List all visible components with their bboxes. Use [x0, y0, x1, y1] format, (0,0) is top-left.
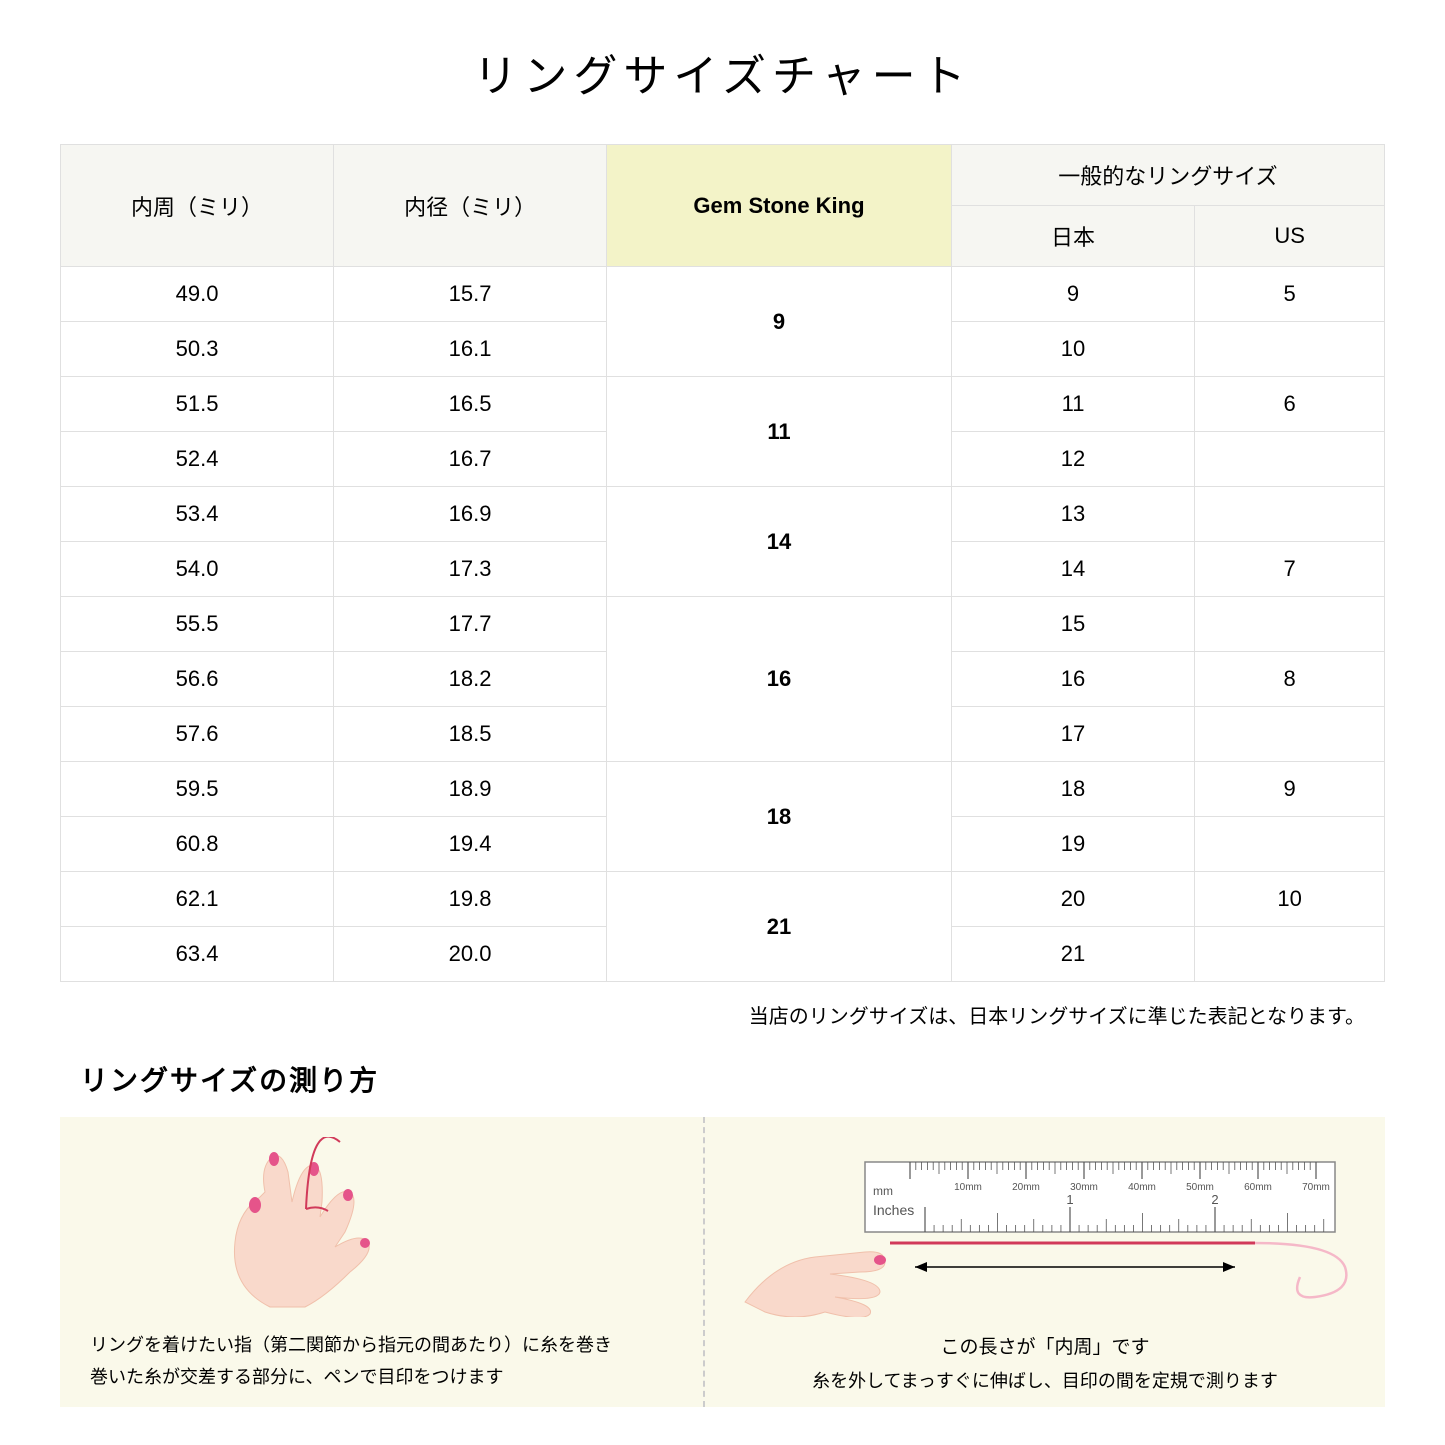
cell-diameter: 18.5	[334, 707, 607, 762]
cell-gsk: 16	[607, 597, 952, 762]
cell-us	[1195, 322, 1385, 377]
cell-us: 10	[1195, 872, 1385, 927]
cell-jp: 12	[951, 432, 1194, 487]
svg-text:10mm: 10mm	[954, 1182, 982, 1193]
table-row: 55.517.71615	[61, 597, 1385, 652]
cell-circumference: 60.8	[61, 817, 334, 872]
cell-circumference: 53.4	[61, 487, 334, 542]
cell-us: 7	[1195, 542, 1385, 597]
measure-label: この長さが「内周」です	[735, 1332, 1355, 1359]
cell-circumference: 50.3	[61, 322, 334, 377]
cell-jp: 21	[951, 927, 1194, 982]
cell-jp: 9	[951, 267, 1194, 322]
cell-us: 5	[1195, 267, 1385, 322]
cell-diameter: 16.7	[334, 432, 607, 487]
cell-circumference: 62.1	[61, 872, 334, 927]
table-row: 49.015.7995	[61, 267, 1385, 322]
cell-jp: 13	[951, 487, 1194, 542]
cell-jp: 14	[951, 542, 1194, 597]
cell-us	[1195, 487, 1385, 542]
cell-jp: 19	[951, 817, 1194, 872]
header-diameter: 内径（ミリ）	[334, 145, 607, 267]
cell-gsk: 14	[607, 487, 952, 597]
svg-text:40mm: 40mm	[1128, 1182, 1156, 1193]
cell-us	[1195, 817, 1385, 872]
cell-gsk: 18	[607, 762, 952, 872]
header-gsk: Gem Stone King	[607, 145, 952, 267]
cell-us	[1195, 597, 1385, 652]
cell-jp: 16	[951, 652, 1194, 707]
cell-us	[1195, 927, 1385, 982]
cell-diameter: 18.9	[334, 762, 607, 817]
svg-text:60mm: 60mm	[1244, 1182, 1272, 1193]
cell-gsk: 9	[607, 267, 952, 377]
header-us: US	[1195, 206, 1385, 267]
svg-text:70mm: 70mm	[1302, 1182, 1330, 1193]
cell-jp: 11	[951, 377, 1194, 432]
cell-circumference: 52.4	[61, 432, 334, 487]
cell-circumference: 63.4	[61, 927, 334, 982]
page-title: リングサイズチャート	[60, 40, 1385, 104]
cell-gsk: 11	[607, 377, 952, 487]
step1-caption: リングを着けたい指（第二関節から指元の間あたり）に糸を巻き巻いた糸が交差する部分…	[90, 1329, 673, 1394]
cell-jp: 17	[951, 707, 1194, 762]
size-chart-table: 内周（ミリ） 内径（ミリ） Gem Stone King 一般的なリングサイズ …	[60, 144, 1385, 982]
cell-jp: 18	[951, 762, 1194, 817]
howto-step-2: mm Inches 10mm 20mm 30mm 40mm 50mm 60mm 70mm 1…	[705, 1117, 1385, 1407]
cell-diameter: 17.7	[334, 597, 607, 652]
cell-us: 6	[1195, 377, 1385, 432]
header-circumference: 内周（ミリ）	[61, 145, 334, 267]
table-note: 当店のリングサイズは、日本リングサイズに準じた表記となります。	[60, 1000, 1365, 1029]
cell-gsk: 21	[607, 872, 952, 982]
cell-circumference: 49.0	[61, 267, 334, 322]
howto-section: リングを着けたい指（第二関節から指元の間あたり）に糸を巻き巻いた糸が交差する部分…	[60, 1117, 1385, 1407]
cell-us: 9	[1195, 762, 1385, 817]
howto-step-1: リングを着けたい指（第二関節から指元の間あたり）に糸を巻き巻いた糸が交差する部分…	[60, 1117, 703, 1407]
ruler-illustration: mm Inches 10mm 20mm 30mm 40mm 50mm 60mm 70mm 1…	[735, 1157, 1355, 1317]
cell-diameter: 19.4	[334, 817, 607, 872]
table-row: 59.518.918189	[61, 762, 1385, 817]
cell-diameter: 17.3	[334, 542, 607, 597]
cell-diameter: 16.1	[334, 322, 607, 377]
cell-us	[1195, 707, 1385, 762]
cell-diameter: 19.8	[334, 872, 607, 927]
table-row: 53.416.91413	[61, 487, 1385, 542]
howto-title: リングサイズの測り方	[80, 1059, 1385, 1099]
cell-us	[1195, 432, 1385, 487]
header-jp: 日本	[951, 206, 1194, 267]
cell-circumference: 51.5	[61, 377, 334, 432]
svg-text:30mm: 30mm	[1070, 1182, 1098, 1193]
ruler-mm-label: mm	[873, 1184, 893, 1198]
svg-text:1: 1	[1066, 1192, 1073, 1207]
svg-text:2: 2	[1211, 1192, 1218, 1207]
step2-caption: 糸を外してまっすぐに伸ばし、目印の間を定規で測ります	[735, 1367, 1355, 1393]
cell-diameter: 20.0	[334, 927, 607, 982]
cell-diameter: 18.2	[334, 652, 607, 707]
header-common: 一般的なリングサイズ	[951, 145, 1384, 206]
cell-jp: 20	[951, 872, 1194, 927]
cell-diameter: 15.7	[334, 267, 607, 322]
cell-diameter: 16.9	[334, 487, 607, 542]
hand-wrap-illustration	[90, 1137, 470, 1317]
cell-jp: 15	[951, 597, 1194, 652]
table-row: 51.516.511116	[61, 377, 1385, 432]
cell-us: 8	[1195, 652, 1385, 707]
ruler-inches-label: Inches	[873, 1202, 914, 1218]
cell-circumference: 59.5	[61, 762, 334, 817]
cell-circumference: 56.6	[61, 652, 334, 707]
svg-text:20mm: 20mm	[1012, 1182, 1040, 1193]
svg-text:50mm: 50mm	[1186, 1182, 1214, 1193]
cell-circumference: 57.6	[61, 707, 334, 762]
cell-circumference: 55.5	[61, 597, 334, 652]
cell-circumference: 54.0	[61, 542, 334, 597]
table-row: 62.119.8212010	[61, 872, 1385, 927]
cell-jp: 10	[951, 322, 1194, 377]
cell-diameter: 16.5	[334, 377, 607, 432]
